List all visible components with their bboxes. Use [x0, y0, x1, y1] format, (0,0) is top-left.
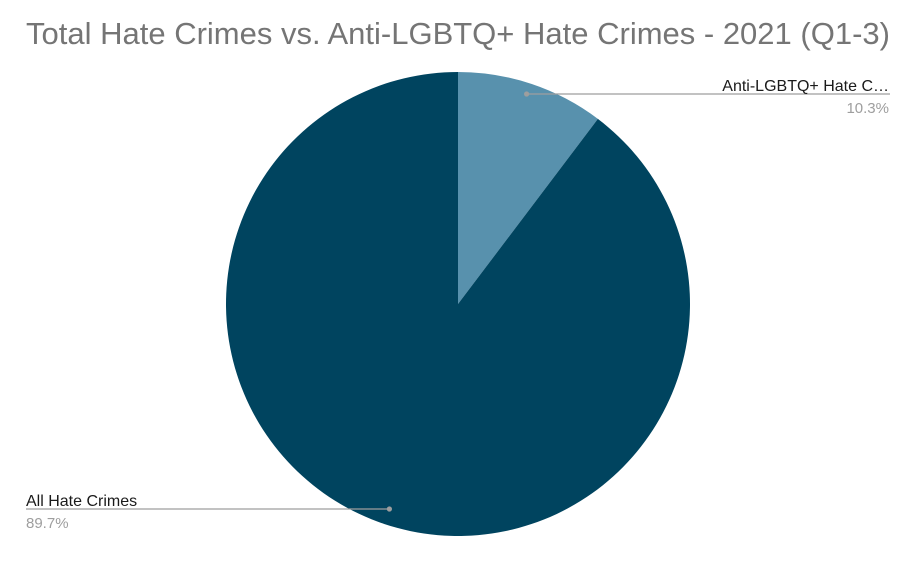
chart-title: Total Hate Crimes vs. Anti-LGBTQ+ Hate C…: [26, 16, 890, 51]
slice-label-0: Anti-LGBTQ+ Hate C…: [722, 78, 889, 95]
slice-percent-1: 89.7%: [26, 515, 69, 532]
leader-dot-0: [524, 91, 530, 97]
pie-slice-1: [225, 72, 690, 536]
slice-percent-0: 10.3%: [846, 100, 889, 117]
pie-slice-0: [458, 72, 598, 304]
leader-dot-1: [386, 506, 392, 512]
slice-label-1: All Hate Crimes: [26, 493, 137, 510]
